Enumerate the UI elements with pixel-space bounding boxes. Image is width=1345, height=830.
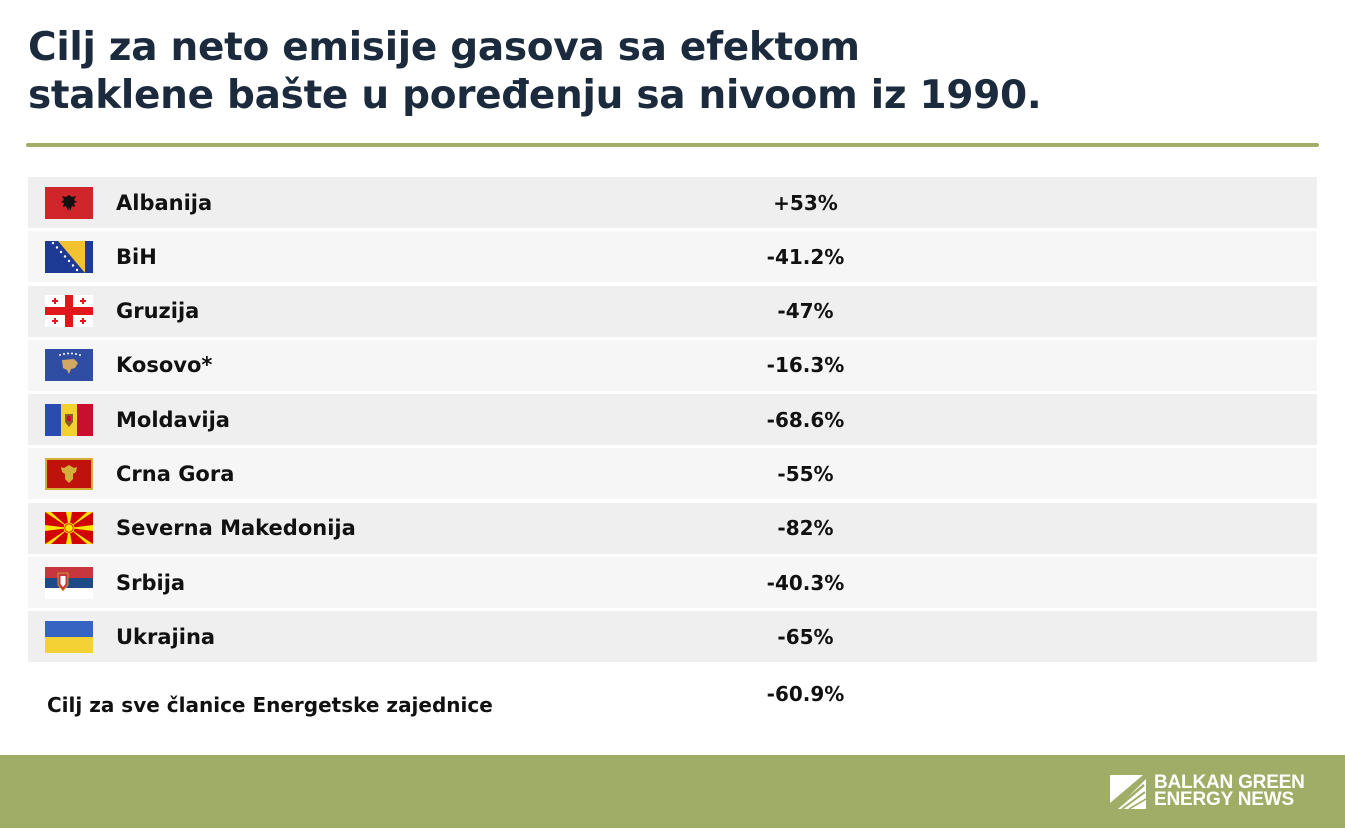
montenegro-flag-icon (45, 457, 93, 490)
target-value: -55% (777, 461, 834, 486)
table-row: Kosovo* -16.3% (28, 339, 1317, 391)
table-row: Severna Makedonija -82% (28, 502, 1317, 554)
summary-value: -60.9% (766, 682, 845, 706)
title-line-1: Cilj za neto emisije gasova sa efektom (28, 25, 860, 70)
country-name: Severna Makedonija (116, 516, 356, 541)
table-row: BiH -41.2% (28, 231, 1317, 283)
logo-line-2: ENERGY NEWS (1154, 789, 1294, 810)
serbia-flag-icon (45, 566, 93, 599)
table-row: Srbija -40.3% (28, 557, 1317, 609)
bosnia-herzegovina-flag-icon (45, 240, 93, 273)
targets-table: Albanija +53% BiH -41.2% Gruzija -47% (28, 177, 1317, 666)
target-value: -40.3% (766, 570, 845, 595)
country-name: Crna Gora (116, 461, 235, 486)
target-value: -41.2% (766, 244, 845, 269)
moldova-flag-icon (45, 403, 93, 436)
kosovo-flag-icon (45, 349, 93, 382)
logo-line-1: BALKAN GREEN (1154, 772, 1305, 793)
country-name: Moldavija (116, 407, 230, 432)
table-row: Crna Gora -55% (28, 448, 1317, 500)
target-value: +53% (773, 190, 838, 215)
table-row: Moldavija -68.6% (28, 394, 1317, 446)
country-name: Srbija (116, 570, 186, 595)
logo-mark-icon (1110, 775, 1146, 809)
title-divider (26, 143, 1319, 147)
title-line-2: staklene bašte u poređenju sa nivoom iz … (28, 73, 1042, 118)
ukraine-flag-icon (45, 620, 93, 653)
table-row: Gruzija -47% (28, 285, 1317, 337)
country-name: Ukrajina (116, 624, 216, 649)
country-name: Gruzija (116, 299, 200, 324)
summary-label: Cilj za sve članice Energetske zajednice (47, 693, 493, 717)
country-name: BiH (116, 244, 157, 269)
target-value: -16.3% (766, 353, 845, 378)
albania-flag-icon (45, 186, 93, 219)
georgia-flag-icon (45, 295, 93, 328)
north-macedonia-flag-icon (45, 512, 93, 545)
target-value: -47% (777, 299, 834, 324)
target-value: -68.6% (766, 407, 845, 432)
target-value: -65% (777, 624, 834, 649)
country-name: Albanija (116, 190, 213, 215)
target-value: -82% (777, 516, 834, 541)
table-row: Albanija +53% (28, 177, 1317, 228)
table-row: Ukrajina -65% (28, 611, 1317, 663)
brand-logo: BALKAN GREEN ENERGY NEWS (1110, 773, 1305, 809)
country-name: Kosovo* (116, 353, 213, 378)
page-title: Cilj za neto emisije gasova sa efektom s… (28, 24, 1318, 120)
